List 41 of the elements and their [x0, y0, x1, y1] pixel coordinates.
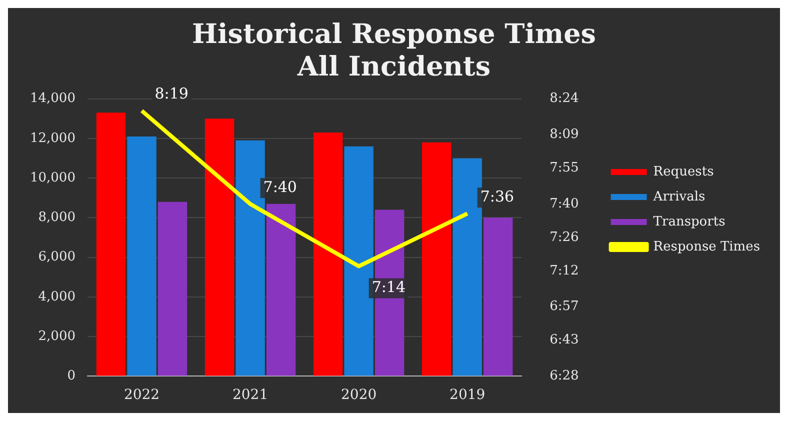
- data-label: 7:40: [263, 178, 297, 196]
- x-tick-label: 2020: [340, 387, 377, 404]
- bar: [266, 204, 296, 376]
- y-tick-label: 8,000: [38, 210, 76, 226]
- y2-tick-label: 6:43: [550, 332, 579, 348]
- bar: [344, 146, 374, 376]
- x-tick-label: 2021: [232, 387, 268, 404]
- legend-label: Transports: [653, 214, 726, 230]
- y2-tick-label: 7:26: [550, 230, 579, 245]
- data-label: 8:19: [154, 84, 188, 103]
- y2-tick-label: 8:09: [550, 127, 579, 142]
- y-tick-label: 0: [67, 368, 76, 384]
- y-tick-label: 4,000: [38, 289, 76, 304]
- data-label: 7:14: [372, 278, 406, 296]
- y-tick-label: 6,000: [38, 250, 76, 265]
- data-label: 7:36: [480, 187, 514, 206]
- bar: [236, 140, 265, 376]
- bar: [313, 132, 343, 376]
- y2-tick-label: 7:12: [550, 263, 579, 278]
- y-tick-label: 14,000: [30, 91, 76, 106]
- y2-tick-label: 7:40: [550, 196, 579, 212]
- bar: [96, 112, 126, 376]
- chart-title: Historical Response Times All Incidents: [192, 19, 596, 83]
- legend-label: Requests: [653, 164, 714, 180]
- y-tick-label: 12,000: [30, 130, 76, 146]
- bar: [158, 202, 188, 376]
- y-tick-label: 10,000: [30, 170, 76, 186]
- y-tick-label: 2,000: [38, 328, 76, 344]
- legend-label: Response Times: [653, 239, 760, 254]
- x-tick-label: 2019: [450, 387, 486, 404]
- bar: [483, 218, 513, 376]
- bar: [452, 158, 482, 376]
- legend-label: Arrivals: [652, 189, 706, 204]
- bar: [127, 136, 156, 376]
- x-tick-label: 2022: [124, 387, 160, 404]
- y2-tick-label: 7:55: [550, 160, 579, 176]
- bar: [422, 142, 452, 376]
- bar: [204, 118, 234, 376]
- y2-tick-label: 8:24: [550, 91, 579, 106]
- y2-tick-label: 6:28: [550, 368, 579, 384]
- y2-tick-label: 6:57: [550, 299, 579, 314]
